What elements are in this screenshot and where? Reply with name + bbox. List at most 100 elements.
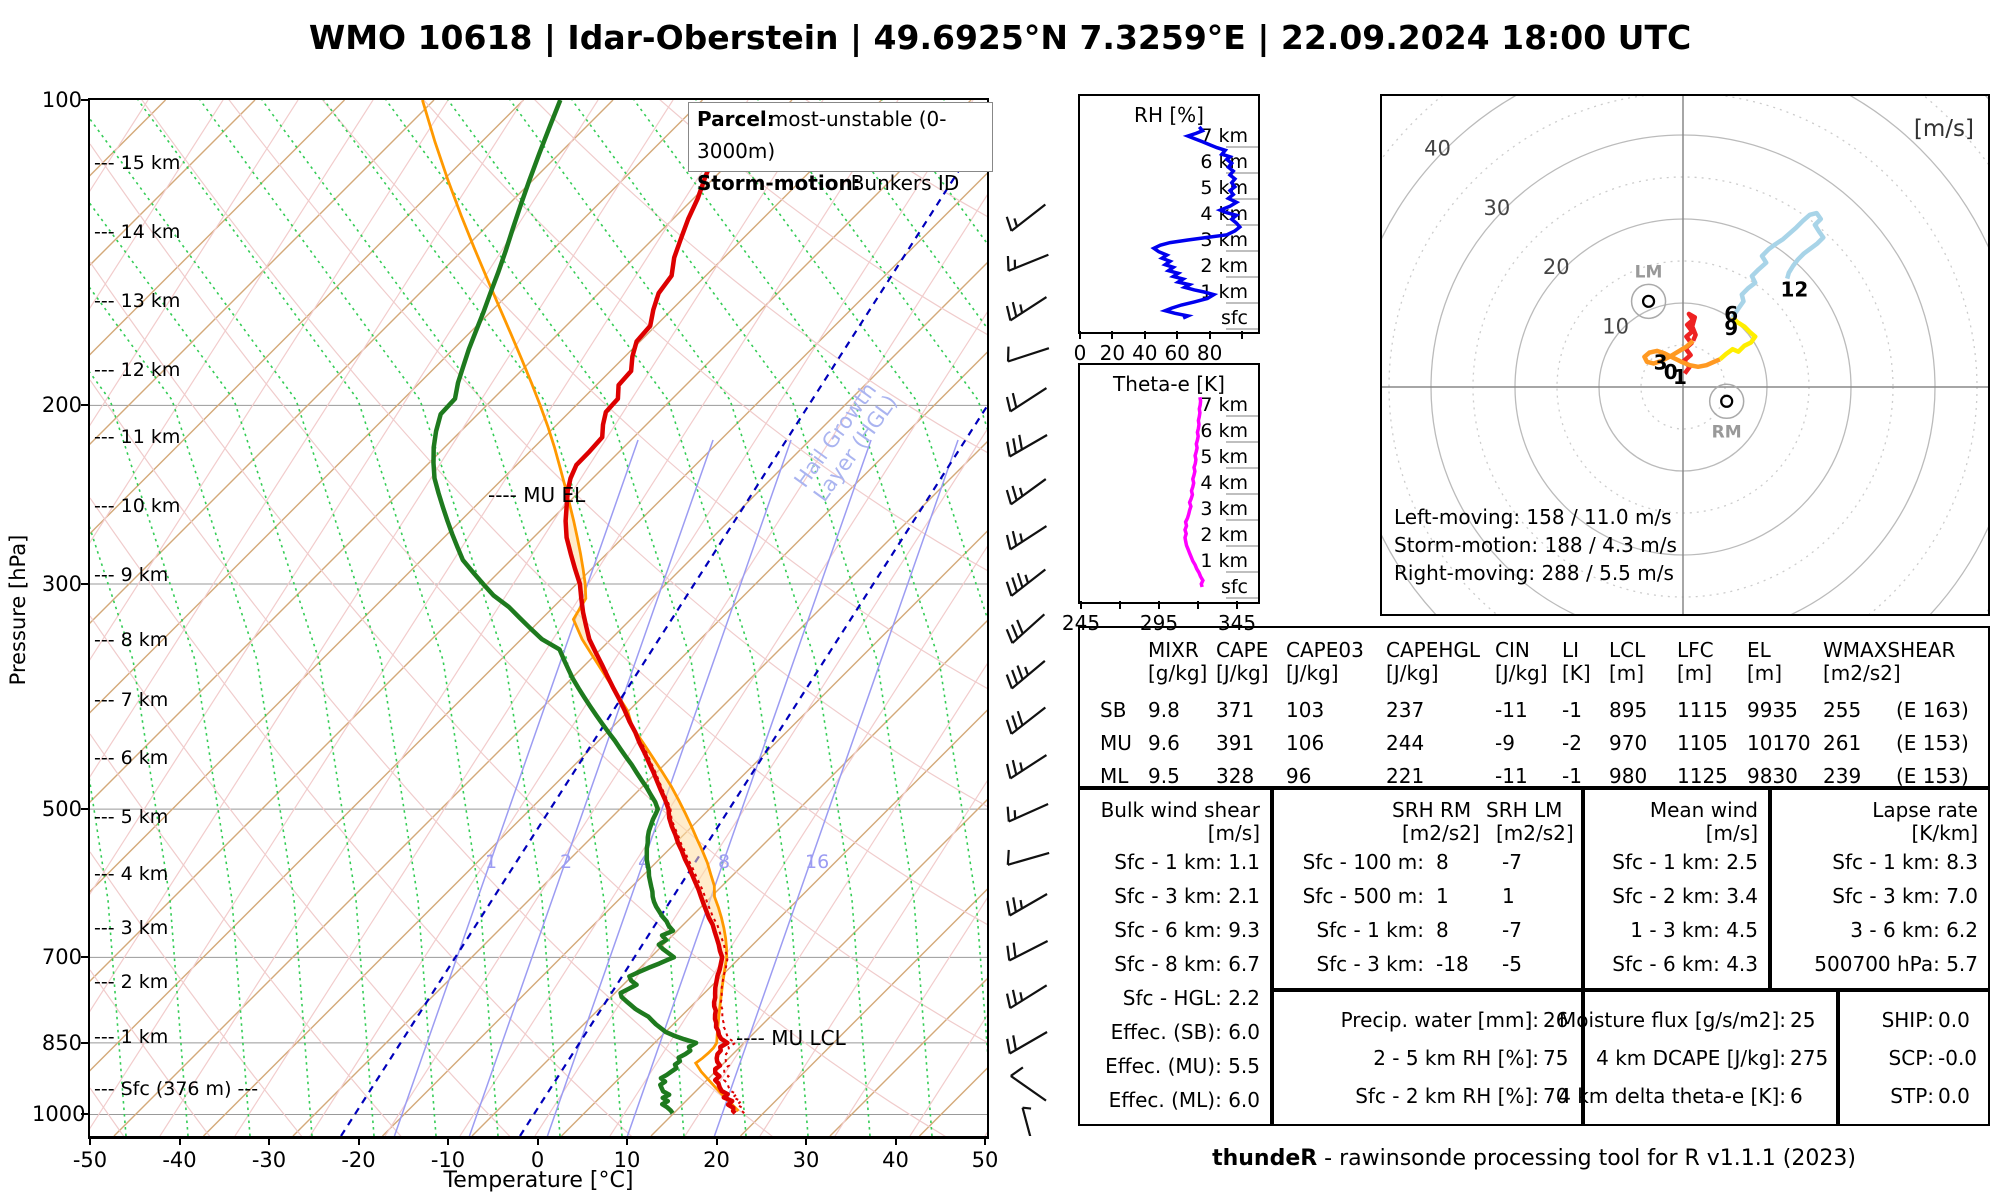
- srh-col1-header: SRH RM: [1392, 798, 1472, 822]
- temperature-axis-label: Temperature [°C]: [443, 1168, 634, 1193]
- param-col-unit: [g/kg]: [1148, 661, 1208, 685]
- bulk-shear-row: Effec. (ML): 6.0: [1108, 1088, 1260, 1112]
- km-height-label: --- 15 km: [94, 152, 181, 174]
- wind-barb: [1021, 1106, 1035, 1136]
- svg-text:7 km: 7 km: [1200, 125, 1248, 147]
- wind-barb: [1006, 434, 1048, 458]
- param-value: (E 153): [1896, 764, 1969, 788]
- wind-barb: [1005, 203, 1047, 232]
- parcel-legend: Parcel:most-unstable (0-3000m) Storm-mot…: [688, 102, 993, 195]
- index-value: 0.0: [1938, 1008, 1970, 1032]
- srh-col2-unit: [m2/s2]: [1496, 821, 1574, 845]
- km-height-label: --- 14 km: [94, 221, 181, 243]
- srh-col1-unit: [m2/s2]: [1402, 821, 1480, 845]
- pressure-tick-mark: [81, 583, 88, 586]
- param-value: 1115: [1677, 698, 1728, 722]
- pressure-tick-label: 200: [41, 393, 82, 418]
- rh-tick-label: 80: [1196, 341, 1223, 365]
- temp-tick-mark: [626, 1137, 628, 1145]
- param-value: 106: [1286, 731, 1325, 755]
- pressure-tick-label: 700: [41, 945, 82, 970]
- km-height-label: --- Sfc (376 m) ---: [94, 1078, 259, 1100]
- lapse-rate-row: Sfc - 1 km: 8.3: [1832, 850, 1978, 874]
- mu-lcl-label: ---- MU LCL: [736, 1026, 846, 1050]
- param-col-header: CAPE03: [1286, 638, 1364, 662]
- flux-label: 4 km delta theta-e [K]:: [1558, 1084, 1786, 1108]
- param-value: 1105: [1677, 731, 1728, 755]
- wind-barb: [1005, 525, 1048, 551]
- wind-barb: [1006, 803, 1049, 823]
- index-value: 0.0: [1938, 1084, 1970, 1108]
- mixing-ratio-label: 8: [718, 851, 730, 873]
- flux-value: 25: [1790, 1008, 1816, 1032]
- svg-text:4 km: 4 km: [1200, 203, 1248, 225]
- param-col-unit: [m]: [1747, 661, 1783, 685]
- temp-tick-mark: [984, 1137, 986, 1145]
- moisture-box: Precip. water [mm]: 26 2 - 5 km RH [%]: 75 S…: [1272, 990, 1583, 1126]
- hodo-height-label: 6: [1724, 302, 1738, 326]
- km-height-label: --- 10 km: [94, 495, 181, 517]
- param-value: 10170: [1747, 731, 1811, 755]
- index-value: -0.0: [1938, 1046, 1978, 1070]
- wind-barb: [1006, 849, 1050, 866]
- mixing-ratio-label: 1: [485, 851, 497, 873]
- srh-row-label: Sfc - 500 m:: [1302, 884, 1424, 908]
- svg-text:5 km: 5 km: [1200, 177, 1248, 199]
- bulk-shear-row: Sfc - 3 km: 2.1: [1114, 884, 1260, 908]
- wind-barb: [1005, 478, 1047, 506]
- temp-tick-label: 30: [792, 1148, 820, 1172]
- param-value: 261: [1823, 731, 1862, 755]
- wind-barb: [1005, 984, 1048, 1010]
- thetae-tick-label: 295: [1139, 611, 1179, 635]
- mean-wind-row: 1 - 3 km: 4.5: [1630, 918, 1758, 942]
- mean-wind-box: Mean wind [m/s] Sfc - 1 km: 2.5 Sfc - 2 km:…: [1583, 788, 1770, 990]
- table-unit: [m/s]: [1207, 821, 1260, 845]
- temp-tick-label: 0: [530, 1148, 545, 1172]
- srh-row-label: Sfc - 100 m:: [1302, 850, 1424, 874]
- table-unit: [m/s]: [1705, 821, 1758, 845]
- hodo-trace-red_0_1km: [1681, 311, 1698, 375]
- storm-motion-info: Left-moving: 158 / 11.0 m/s: [1394, 505, 1672, 529]
- skewt-diagram: 1 2 4 8 16 Hail Growth Layer (HGL) --- 15 km --…: [88, 98, 993, 1139]
- storm-motion-info: Right-moving: 288 / 5.5 m/s: [1394, 561, 1674, 585]
- temp-tick-label: 20: [703, 1148, 730, 1172]
- param-value: 9.5: [1148, 764, 1180, 788]
- ring-label: 20: [1543, 255, 1570, 279]
- param-row-label: ML: [1100, 764, 1129, 788]
- rh-panel: RH [%] 7 km 6 km 5 km 4 km 3 km 2 km 1 km sfc: [1078, 94, 1260, 334]
- param-col-unit: [J/kg]: [1495, 661, 1548, 685]
- temp-tick-label: 50: [971, 1148, 999, 1172]
- srh-rm-value: -18: [1436, 952, 1469, 976]
- rh-tick-label: 60: [1164, 341, 1190, 365]
- svg-text:6 km: 6 km: [1200, 151, 1248, 173]
- param-value: -11: [1495, 698, 1528, 722]
- param-col-unit: [J/kg]: [1216, 661, 1269, 685]
- hodo-height-label: 0: [1664, 360, 1678, 384]
- param-value: -11: [1495, 764, 1528, 788]
- pressure-tick-label: 850: [41, 1030, 82, 1055]
- mean-wind-row: Sfc - 2 km: 3.4: [1612, 884, 1758, 908]
- hodo-height-label: 9: [1724, 316, 1738, 340]
- param-col-header: CAPEHGL: [1386, 638, 1481, 662]
- pressure-tick-mark: [81, 404, 88, 407]
- svg-text:Theta-e [K]: Theta-e [K]: [1112, 372, 1225, 396]
- lapse-rate-row: 500700 hPa: 5.7: [1814, 952, 1978, 976]
- param-row-label: MU: [1100, 731, 1132, 755]
- temp-tick-mark: [268, 1137, 270, 1145]
- srh-row-label: Sfc - 3 km:: [1316, 952, 1424, 976]
- wind-barb: [1005, 296, 1048, 322]
- ring-label: 30: [1483, 196, 1510, 220]
- param-col-header: WMAXSHEAR: [1823, 638, 1956, 662]
- param-value: 970: [1609, 731, 1648, 755]
- svg-text:1 km: 1 km: [1200, 550, 1248, 572]
- srh-box: SRH RM SRH LM [m2/s2] [m2/s2] Sfc - 100 m: 8 -…: [1272, 788, 1583, 990]
- temp-tick-mark: [357, 1137, 360, 1145]
- rh-tick-mark: [1208, 331, 1211, 339]
- hodograph-grid: 10 20 30 40: [1382, 96, 1988, 614]
- pressure-tick-mark: [81, 1113, 88, 1116]
- svg-text:2 km: 2 km: [1200, 255, 1248, 277]
- moisture-value: 75: [1543, 1046, 1569, 1070]
- ring-label: 40: [1424, 136, 1451, 160]
